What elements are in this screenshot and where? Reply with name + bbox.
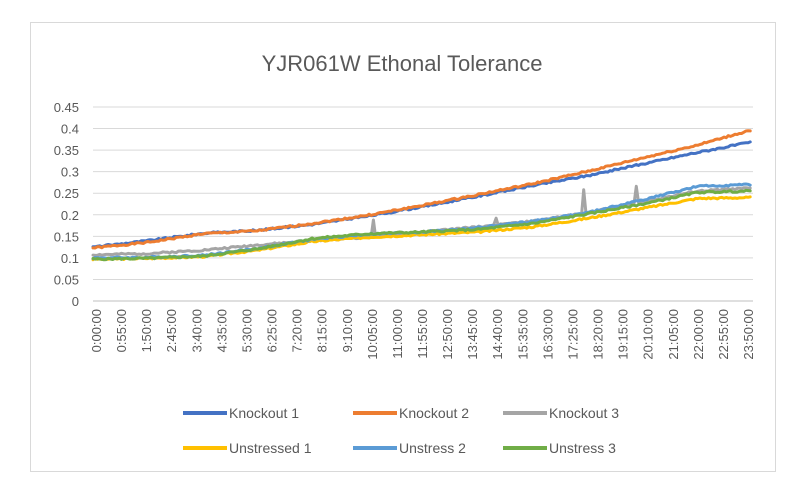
x-axis-ticks: 0:00:00 0:55:00 1:50:00 2:45:00 3:40:00 4:35:… xyxy=(89,309,756,360)
x-tick-label: 8:15:00 xyxy=(315,309,330,352)
x-tick-label: 0:55:00 xyxy=(114,309,129,352)
x-tick-label: 3:40:00 xyxy=(189,309,204,352)
x-tick-label: 19:15:00 xyxy=(616,309,631,360)
y-tick-label: 0.3 xyxy=(61,165,79,180)
x-tick-label: 17:25:00 xyxy=(565,309,580,360)
x-tick-label: 18:20:00 xyxy=(591,309,606,360)
x-tick-label: 14:40:00 xyxy=(490,309,505,360)
y-tick-label: 0.2 xyxy=(61,208,79,223)
y-tick-label: 0 xyxy=(72,294,79,309)
y-tick-label: 0.25 xyxy=(54,186,79,201)
x-tick-label: 23:50:00 xyxy=(741,309,756,360)
y-tick-label: 0.45 xyxy=(54,100,79,115)
legend-label: Unstressed 1 xyxy=(229,440,312,456)
x-tick-label: 13:45:00 xyxy=(465,309,480,360)
chart-canvas: YJR061W Ethonal Tolerance 0 0.05 0.1 0.15 0.… xyxy=(54,51,756,456)
series-line-unstress-2 xyxy=(91,182,752,261)
x-tick-label: 12:50:00 xyxy=(440,309,455,360)
grid-layer xyxy=(93,106,753,302)
x-tick-label: 21:05:00 xyxy=(666,309,681,360)
legend-label: Unstress 3 xyxy=(549,440,616,456)
chart-frame: YJR061W Ethonal Tolerance 0 0.05 0.1 0.15 0.… xyxy=(30,22,776,472)
legend-label: Unstress 2 xyxy=(399,440,466,456)
x-tick-label: 11:00:00 xyxy=(390,309,405,359)
x-tick-label: 16:30:00 xyxy=(540,309,555,360)
y-axis-ticks: 0 0.05 0.1 0.15 0.2 0.25 0.3 0.35 0.4 0.45 xyxy=(54,100,79,309)
x-tick-label: 22:55:00 xyxy=(716,309,731,360)
series-line-unstressed-1 xyxy=(91,195,752,262)
series-line-knockout-2 xyxy=(91,129,752,250)
x-tick-label: 20:10:00 xyxy=(641,309,656,360)
x-tick-label: 5:30:00 xyxy=(239,309,254,352)
series-layer xyxy=(91,129,752,262)
x-tick-label: 22:00:00 xyxy=(691,309,706,360)
x-tick-label: 7:20:00 xyxy=(290,309,305,352)
y-tick-label: 0.15 xyxy=(54,229,79,244)
legend-label: Knockout 3 xyxy=(549,405,619,421)
x-tick-label: 6:25:00 xyxy=(265,309,280,352)
x-tick-label: 1:50:00 xyxy=(139,309,154,352)
x-tick-label: 9:10:00 xyxy=(340,309,355,352)
x-tick-label: 15:35:00 xyxy=(515,309,530,360)
x-tick-label: 2:45:00 xyxy=(164,309,179,352)
series-line-unstress-3 xyxy=(91,188,752,262)
y-tick-label: 0.05 xyxy=(54,272,79,287)
y-tick-label: 0.4 xyxy=(61,122,79,137)
x-tick-label: 10:05:00 xyxy=(365,309,380,360)
x-tick-label: 0:00:00 xyxy=(89,309,104,352)
x-tick-label: 4:35:00 xyxy=(214,309,229,352)
x-tick-label: 11:55:00 xyxy=(415,309,430,359)
legend-label: Knockout 1 xyxy=(229,405,299,421)
chart-title: YJR061W Ethonal Tolerance xyxy=(262,51,543,76)
legend-label: Knockout 2 xyxy=(399,405,469,421)
legend: Knockout 1 Knockout 2 Knockout 3 Unstressed… xyxy=(183,405,619,456)
y-tick-label: 0.1 xyxy=(61,251,79,266)
y-tick-label: 0.35 xyxy=(54,143,79,158)
